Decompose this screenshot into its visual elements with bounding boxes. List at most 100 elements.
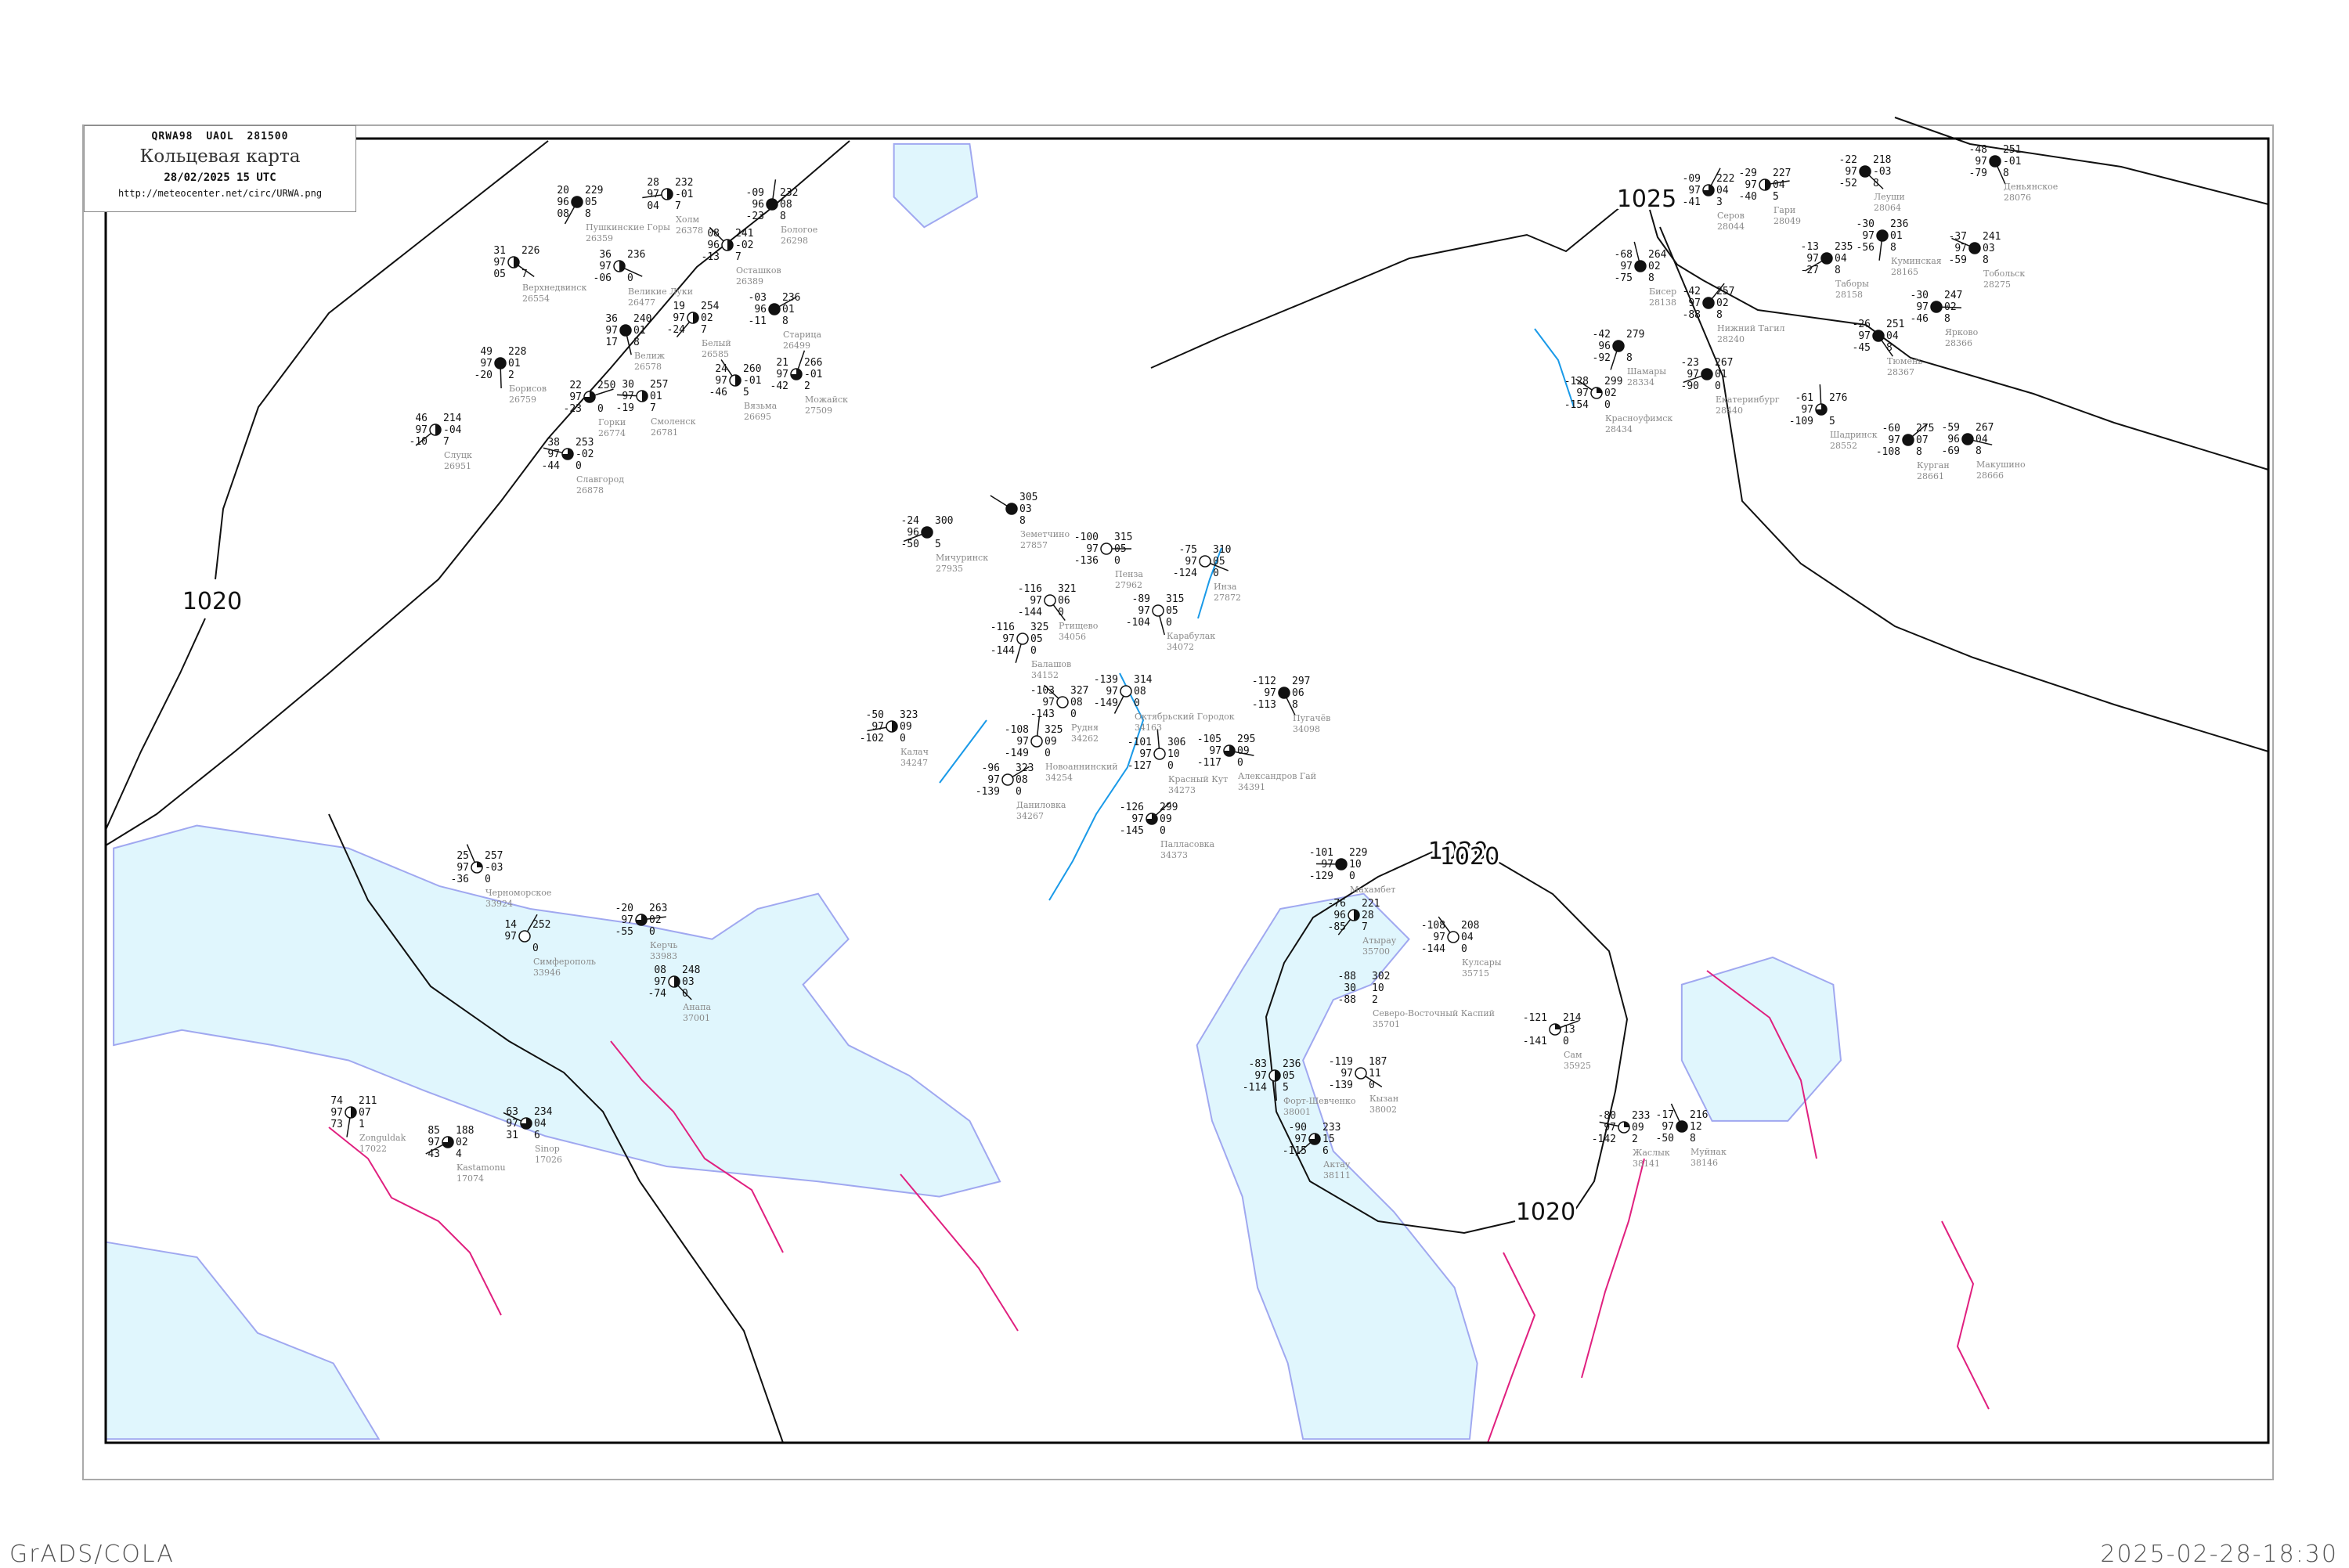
station-t: 36 bbox=[599, 249, 612, 261]
station-dp: 04 bbox=[1716, 185, 1729, 196]
station-r: 0 bbox=[1166, 617, 1172, 629]
station-r: 0 bbox=[1563, 1036, 1569, 1047]
station-t: 30 bbox=[622, 379, 634, 391]
station-t: 46 bbox=[415, 413, 428, 424]
station-n: 30 bbox=[1344, 982, 1356, 994]
station-td: -90 bbox=[1681, 380, 1699, 392]
station-name: Гари bbox=[1773, 205, 1795, 215]
station-p: 226 bbox=[521, 245, 539, 257]
station-r: 8 bbox=[1873, 178, 1879, 189]
station-r: 0 bbox=[1369, 1080, 1375, 1091]
station-p: 221 bbox=[1362, 898, 1380, 910]
station-t: -09 bbox=[1683, 173, 1701, 185]
cloud-cover-fill bbox=[769, 304, 780, 315]
station-r: 6 bbox=[534, 1130, 540, 1141]
cloud-cover-icon bbox=[1101, 543, 1112, 554]
station-name: Красноуфимск bbox=[1605, 413, 1672, 424]
station-name: Вязьма bbox=[744, 401, 778, 411]
station-dp: 04 bbox=[1773, 179, 1785, 191]
station-n: 97 bbox=[647, 189, 659, 200]
station-id: 26878 bbox=[576, 485, 604, 496]
station-dp: 10 bbox=[1372, 982, 1384, 994]
station-td: 05 bbox=[493, 269, 506, 280]
cloud-cover-fill bbox=[1931, 301, 1942, 312]
station-r: 8 bbox=[2003, 168, 2009, 179]
station-p: 276 bbox=[1829, 392, 1847, 404]
station-td: -46 bbox=[1911, 313, 1929, 325]
station-n: 97 bbox=[1687, 369, 1699, 380]
station-id: 38146 bbox=[1690, 1158, 1718, 1168]
station-t: 63 bbox=[506, 1106, 518, 1118]
station-name: Шадринск bbox=[1830, 430, 1878, 440]
station-t: -50 bbox=[866, 709, 884, 721]
station-r: 0 bbox=[682, 988, 688, 1000]
cloud-cover-fill bbox=[1860, 166, 1871, 177]
cloud-cover-fill bbox=[1969, 243, 1980, 254]
station-id: 26774 bbox=[598, 428, 626, 438]
station-n: 97 bbox=[480, 358, 493, 369]
station-t: -75 bbox=[1179, 544, 1197, 556]
station-p: 295 bbox=[1237, 734, 1255, 745]
station-td: -23 bbox=[746, 211, 764, 222]
station-dp: 04 bbox=[1976, 434, 1988, 445]
station-dp: 09 bbox=[900, 721, 912, 733]
station-p: 253 bbox=[576, 437, 594, 449]
station-t: -100 bbox=[1074, 532, 1099, 543]
station-td: -143 bbox=[1030, 708, 1055, 720]
station-t: -13 bbox=[1801, 241, 1819, 253]
station-id: 34056 bbox=[1059, 632, 1086, 642]
station-dp: 10 bbox=[1167, 748, 1180, 760]
station-name: Нижний Тагил bbox=[1717, 323, 1785, 333]
station-dp: 09 bbox=[1160, 813, 1172, 825]
station-n: 97 bbox=[493, 257, 506, 269]
station-r: 5 bbox=[1283, 1082, 1289, 1094]
station-td: -56 bbox=[1856, 242, 1875, 254]
station-name: Горки bbox=[598, 417, 626, 427]
station-td: -11 bbox=[749, 315, 767, 327]
station-n: 97 bbox=[1086, 543, 1099, 555]
station-r: 8 bbox=[1019, 515, 1026, 527]
station-dp: 05 bbox=[1166, 605, 1178, 617]
